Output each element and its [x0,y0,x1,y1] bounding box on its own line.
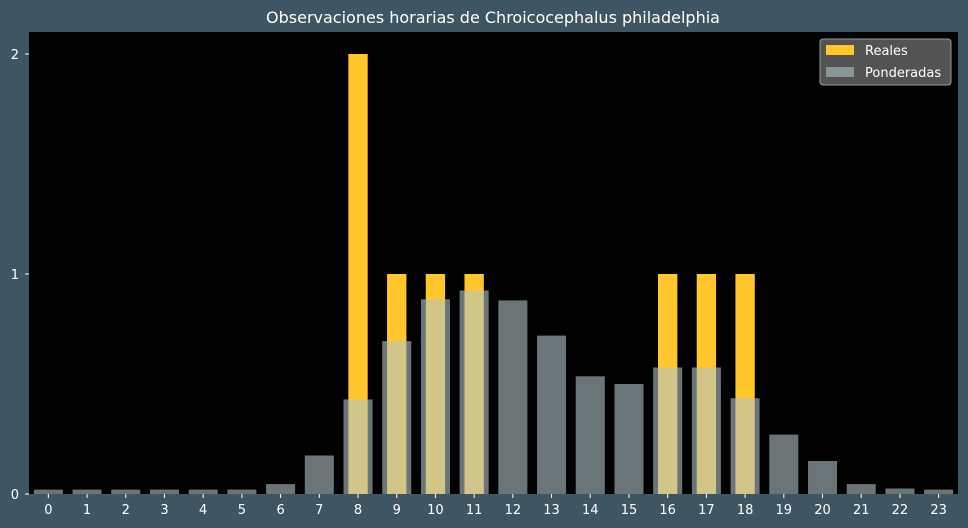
bar-ponderadas-15 [614,384,644,494]
bar-ponderadas-4 [188,489,218,494]
x-tick-label-12: 12 [505,503,522,518]
x-tick-label-11: 11 [466,503,483,518]
bar-ponderadas-5 [227,489,257,494]
bar-ponderadas-9 [382,341,412,494]
legend-swatch-reales [826,45,854,55]
bar-ponderadas-13 [537,335,567,494]
x-tick-label-2: 2 [122,503,130,518]
bar-ponderadas-6 [266,484,296,494]
x-tick-label-23: 23 [930,503,947,518]
bar-ponderadas-14 [575,376,605,494]
x-tick-label-13: 13 [543,503,560,518]
x-tick-label-10: 10 [427,503,444,518]
bar-ponderadas-17 [691,367,721,494]
y-tick-label-2: 2 [11,48,19,63]
bar-ponderadas-7 [304,455,334,494]
x-tick-label-6: 6 [276,503,284,518]
plot-area [29,32,958,494]
y-tick-label-0: 0 [11,488,19,503]
x-tick-label-1: 1 [83,503,91,518]
x-tick-label-20: 20 [814,503,831,518]
y-tick-label-1: 1 [11,268,19,283]
bar-ponderadas-8 [343,399,373,494]
bar-ponderadas-10 [420,299,450,494]
bar-ponderadas-2 [111,489,141,494]
x-tick-label-18: 18 [737,503,754,518]
x-tick-label-9: 9 [393,503,401,518]
bar-ponderadas-21 [846,484,876,494]
axes-layer: 0 1 2 3 4 5 6 7 8 9 10 11 12 13 14 15 16 17 18 19 20 21 22 2301… [11,48,947,518]
legend-swatch-ponderadas [826,67,854,77]
bar-ponderadas-1 [72,489,102,494]
legend-label-ponderadas: Ponderadas [865,66,941,81]
bar-ponderadas-16 [653,367,683,494]
x-tick-label-15: 15 [621,503,638,518]
x-tick-label-7: 7 [315,503,323,518]
legend: Reales Ponderadas [819,38,952,86]
x-tick-label-21: 21 [853,503,870,518]
x-tick-label-16: 16 [659,503,676,518]
bar-ponderadas-11 [459,290,489,494]
x-tick-label-19: 19 [776,503,793,518]
x-tick-label-0: 0 [44,503,52,518]
x-tick-label-3: 3 [160,503,168,518]
bar-ponderadas-12 [498,300,528,494]
chart-title: Observaciones horarias de Chroicocephalu… [266,8,720,27]
bars-layer [33,54,954,494]
bar-ponderadas-18 [730,398,760,494]
legend-label-reales: Reales [865,44,908,59]
bar-ponderadas-3 [149,489,179,494]
x-tick-label-22: 22 [892,503,909,518]
x-tick-label-5: 5 [238,503,246,518]
bar-ponderadas-20 [808,461,838,494]
x-tick-label-4: 4 [199,503,207,518]
bar-ponderadas-0 [33,489,63,494]
bar-ponderadas-22 [885,488,915,494]
x-tick-label-17: 17 [698,503,715,518]
bar-ponderadas-19 [769,434,799,494]
x-tick-label-8: 8 [354,503,362,518]
bar-ponderadas-23 [924,489,954,494]
x-tick-label-14: 14 [582,503,599,518]
bar-reales-8 [348,54,368,494]
